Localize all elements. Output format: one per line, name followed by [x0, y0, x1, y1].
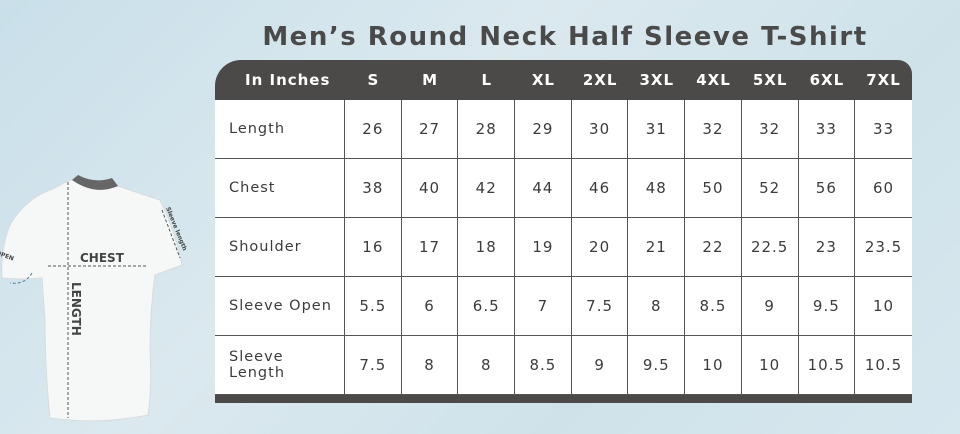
- table-cell: 8: [458, 336, 516, 394]
- length-label: LENGTH: [69, 282, 83, 336]
- size-header-xl: XL: [531, 71, 555, 89]
- row-label: Chest: [215, 159, 345, 217]
- table-cell: 31: [628, 100, 686, 158]
- page-title: Men’s Round Neck Half Sleeve T-Shirt: [262, 22, 868, 52]
- table-cell: 6: [402, 277, 459, 335]
- table-cell: 60: [872, 179, 895, 197]
- table-cell: 19: [515, 218, 572, 276]
- table-cell: 10.5: [864, 356, 903, 374]
- table-cell: 9.5: [799, 277, 856, 335]
- table-cell: 32: [685, 100, 742, 158]
- table-cell: 33: [799, 100, 856, 158]
- table-cell: 10: [685, 336, 742, 394]
- table-cell: 8: [628, 277, 686, 335]
- size-header-4xl: 4XL: [696, 71, 731, 89]
- table-cell: 30: [572, 100, 629, 158]
- tshirt-collar: [72, 175, 118, 190]
- row-label: Sleeve Length: [215, 336, 345, 394]
- table-cell: 20: [572, 218, 629, 276]
- table-cell: 22: [685, 218, 742, 276]
- size-header-s: S: [367, 71, 380, 89]
- tshirt-illustration: CHEST LENGTH SLEEVE OPEN Sleeve length: [0, 175, 188, 422]
- row-label: Sleeve Open: [215, 277, 345, 335]
- table-cell: 10.5: [799, 336, 856, 394]
- corner-label: In Inches: [245, 71, 331, 89]
- size-header-5xl: 5XL: [752, 71, 788, 89]
- table-cell: 18: [458, 218, 516, 276]
- size-header-m: M: [422, 71, 438, 89]
- row-label: Length: [215, 100, 345, 158]
- table-cell: 21: [628, 218, 686, 276]
- table-cell: 52: [742, 159, 799, 217]
- table-row: Chest 38 40 42 44 46 48 50 52 56 60: [215, 159, 912, 218]
- table-cell: 28: [458, 100, 516, 158]
- table-cell: 10: [872, 297, 895, 315]
- table-row: Sleeve Open 5.5 6 6.5 7 7.5 8 8.5 9 9.5 10: [215, 277, 912, 336]
- size-header-2xl: 2XL: [582, 71, 618, 89]
- size-chart-table: In Inches S M L XL 2XL 3XL 4XL 5XL 6XL 7XL Length…: [215, 60, 912, 403]
- table-cell: 42: [458, 159, 516, 217]
- chest-label: CHEST: [80, 251, 125, 265]
- table-cell: 56: [799, 159, 856, 217]
- table-cell: 23: [799, 218, 856, 276]
- size-header-7xl: 7XL: [866, 71, 901, 89]
- table-cell: 22.5: [742, 218, 799, 276]
- row-label: Shoulder: [215, 218, 345, 276]
- table-cell: 29: [515, 100, 572, 158]
- table-cell: 38: [345, 159, 402, 217]
- table-header: In Inches S M L XL 2XL 3XL 4XL 5XL 6XL 7XL: [215, 60, 912, 100]
- table-cell: 5.5: [345, 277, 402, 335]
- table-cell: 8.5: [685, 277, 742, 335]
- table-cell: 40: [402, 159, 459, 217]
- table-cell: 9.5: [628, 336, 686, 394]
- table-cell: 46: [572, 159, 629, 217]
- table-cell: 32: [742, 100, 799, 158]
- table-cell: 16: [345, 218, 402, 276]
- table-cell: 6.5: [458, 277, 516, 335]
- table-cell: 48: [628, 159, 686, 217]
- table-cell: 27: [402, 100, 459, 158]
- table-cell: 26: [345, 100, 402, 158]
- table-cell: 7.5: [345, 336, 402, 394]
- table-cell: 8.5: [515, 336, 572, 394]
- table-cell: 9: [572, 336, 629, 394]
- table-cell: 23.5: [864, 238, 903, 256]
- size-header-l: L: [481, 71, 492, 89]
- table-cell: 9: [742, 277, 799, 335]
- table-footer-bar: [215, 395, 912, 403]
- table-cell: 10: [742, 336, 799, 394]
- size-header-3xl: 3XL: [639, 71, 675, 89]
- table-cell: 7: [515, 277, 572, 335]
- size-header-6xl: 6XL: [809, 71, 845, 89]
- table-cell: 44: [515, 159, 572, 217]
- tshirt-body: [1, 177, 183, 422]
- table-row: Length 26 27 28 29 30 31 32 32 33 33: [215, 100, 912, 159]
- table-row: Sleeve Length 7.5 8 8 8.5 9 9.5 10 10 10.5 10.5: [215, 336, 912, 395]
- table-cell: 8: [402, 336, 459, 394]
- table-cell: 33: [872, 120, 895, 138]
- table-row: Shoulder 16 17 18 19 20 21 22 22.5 23 23.5: [215, 218, 912, 277]
- table-cell: 50: [685, 159, 742, 217]
- table-cell: 17: [402, 218, 459, 276]
- table-cell: 7.5: [572, 277, 629, 335]
